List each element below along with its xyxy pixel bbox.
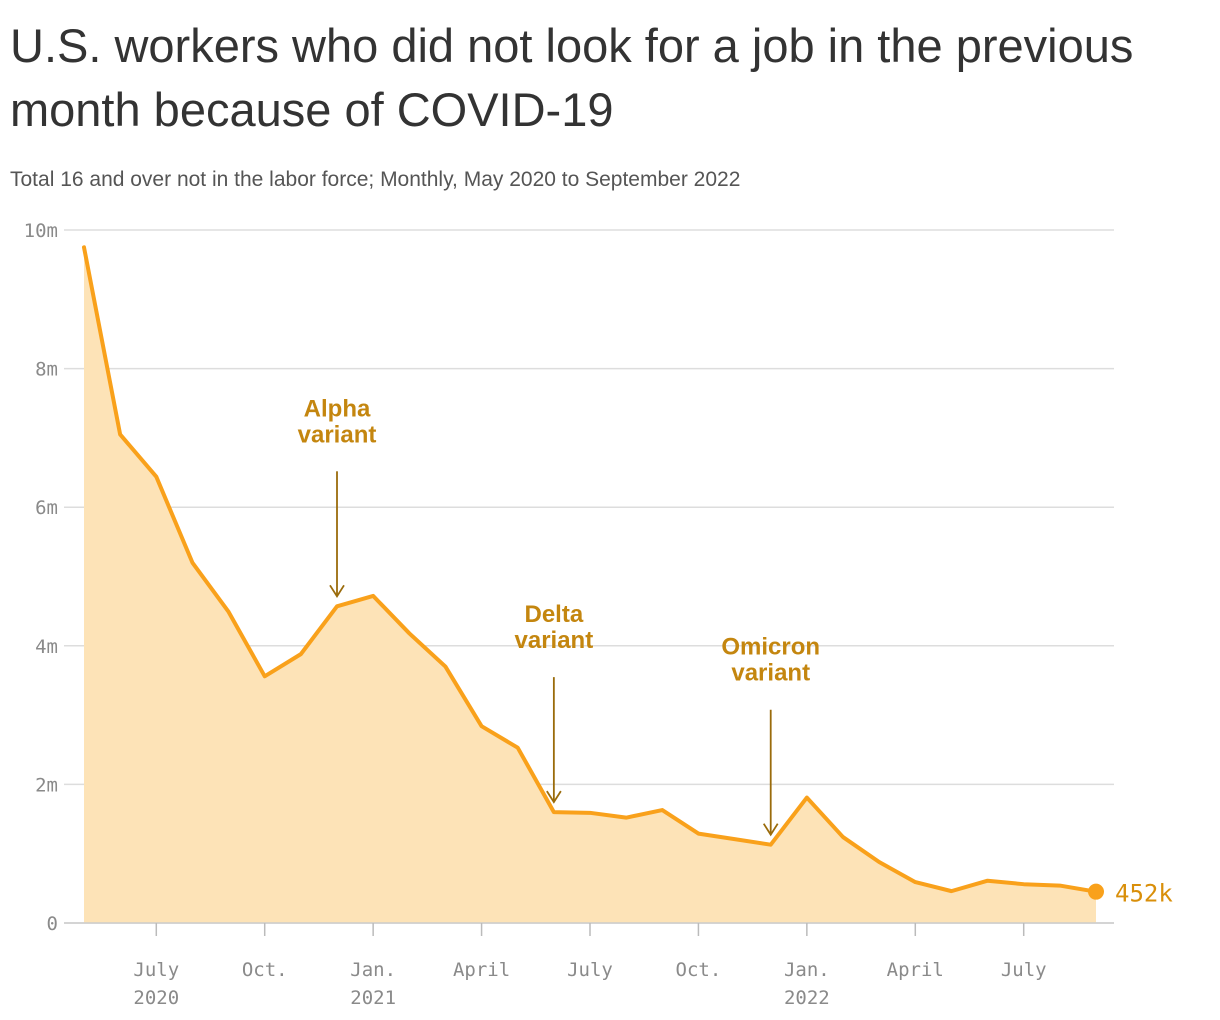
annotation-label: Omicron xyxy=(721,634,820,661)
end-value-label: 452k xyxy=(1115,880,1173,908)
annotation-arrow-head xyxy=(762,823,779,837)
series-line xyxy=(82,245,1098,894)
annotation-arrow-head xyxy=(329,584,345,598)
x-tick-label: July xyxy=(133,959,179,981)
annotation-label: variant xyxy=(298,421,377,448)
area-layer: 452k xyxy=(82,245,1173,923)
x-tick-label: Oct. xyxy=(676,959,722,981)
x-tick-label: April xyxy=(453,959,510,981)
axes: 0 2m 4m 6m 8m 10m July 2020 Oct. Jan. 2021 April Jul… xyxy=(24,220,1114,1009)
annotation-arrow-head xyxy=(546,790,562,804)
end-point-marker xyxy=(1088,883,1104,900)
y-tick-label: 0 xyxy=(47,913,58,935)
x-tick-year-label: 2022 xyxy=(784,987,830,1009)
annotation-label: Delta xyxy=(525,601,584,628)
x-tick-label: July xyxy=(567,959,613,981)
area-fill xyxy=(84,247,1096,923)
chart-title: U.S. workers who did not look for a job … xyxy=(10,19,1134,136)
x-tick-year-label: 2020 xyxy=(133,987,179,1009)
x-tick-label: April xyxy=(887,959,944,981)
annotation-label: variant xyxy=(731,660,810,687)
y-tick-label: 8m xyxy=(35,359,58,381)
y-tick-label: 2m xyxy=(35,774,58,796)
x-tick-label: Oct. xyxy=(242,959,288,981)
y-tick-label: 6m xyxy=(35,497,58,519)
x-tick-label: July xyxy=(1001,959,1047,981)
annotation-label: variant xyxy=(515,627,594,654)
y-tick-label: 10m xyxy=(24,220,58,242)
x-tick-label: Jan. xyxy=(784,959,830,981)
x-tick-year-label: 2021 xyxy=(350,987,396,1009)
x-tick-label: Jan. xyxy=(350,959,396,981)
annotation-label: Alpha xyxy=(304,395,371,422)
chart-subtitle: Total 16 and over not in the labor force… xyxy=(10,168,741,191)
y-tick-label: 4m xyxy=(35,636,58,658)
